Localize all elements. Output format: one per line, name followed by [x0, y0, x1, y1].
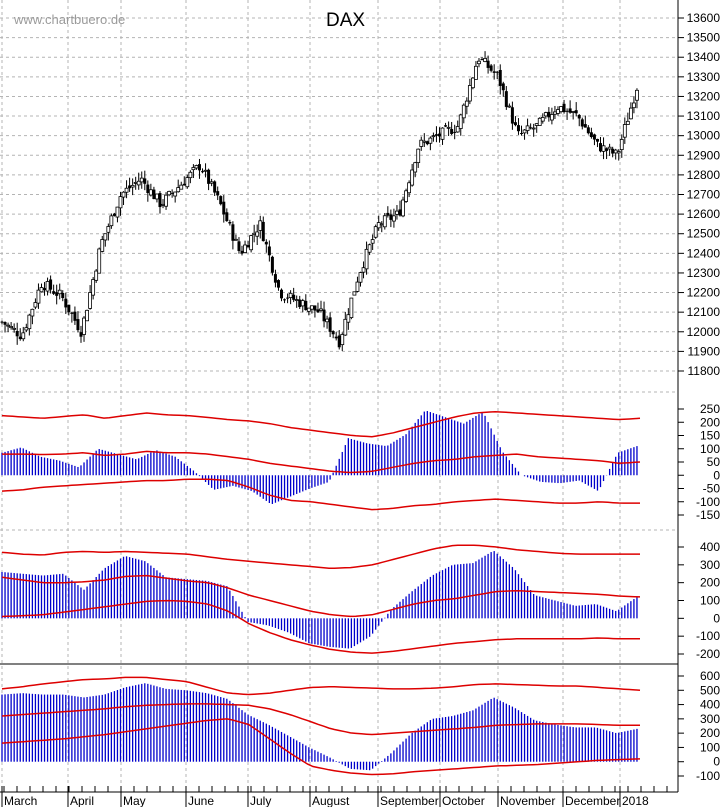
svg-text:-100: -100 [696, 629, 720, 643]
svg-text:December: December [565, 794, 620, 807]
svg-text:0: 0 [713, 468, 720, 482]
svg-text:2018: 2018 [622, 794, 649, 807]
svg-text:400: 400 [700, 698, 720, 712]
chart-title: DAX [326, 10, 365, 31]
svg-text:300: 300 [700, 558, 720, 572]
svg-text:July: July [250, 794, 271, 807]
svg-text:13400: 13400 [687, 50, 721, 64]
svg-text:11900: 11900 [688, 344, 721, 358]
svg-text:12000: 12000 [687, 325, 721, 339]
svg-text:12400: 12400 [687, 246, 721, 260]
svg-text:August: August [312, 794, 350, 807]
svg-text:-100: -100 [696, 769, 720, 783]
svg-text:600: 600 [700, 669, 720, 683]
svg-text:-200: -200 [696, 647, 720, 661]
svg-text:12300: 12300 [687, 266, 721, 280]
svg-text:12500: 12500 [687, 227, 721, 241]
svg-text:500: 500 [700, 683, 720, 697]
svg-text:200: 200 [700, 726, 720, 740]
svg-text:13200: 13200 [687, 89, 721, 103]
watermark: www.chartbuero.de [13, 12, 125, 27]
svg-text:12200: 12200 [687, 286, 721, 300]
svg-text:13300: 13300 [687, 70, 721, 84]
grid-lines [0, 0, 678, 792]
svg-text:0: 0 [713, 611, 720, 625]
svg-text:12100: 12100 [687, 305, 721, 319]
svg-text:150: 150 [700, 429, 720, 443]
svg-text:May: May [123, 794, 146, 807]
svg-text:-50: -50 [703, 482, 721, 496]
svg-text:100: 100 [700, 740, 720, 754]
svg-text:13500: 13500 [687, 31, 721, 45]
svg-text:June: June [188, 794, 214, 807]
svg-text:100: 100 [700, 442, 720, 456]
svg-text:200: 200 [700, 576, 720, 590]
svg-text:-150: -150 [696, 508, 720, 522]
svg-text:October: October [442, 794, 485, 807]
svg-text:13000: 13000 [687, 129, 721, 143]
svg-text:200: 200 [700, 415, 720, 429]
svg-text:April: April [70, 794, 94, 807]
svg-text:0: 0 [713, 755, 720, 769]
svg-text:13600: 13600 [687, 11, 721, 25]
price-panel [0, 51, 639, 352]
svg-text:March: March [4, 794, 37, 807]
svg-text:50: 50 [707, 455, 721, 469]
svg-text:250: 250 [700, 402, 720, 416]
svg-text:12900: 12900 [687, 148, 721, 162]
svg-text:400: 400 [700, 540, 720, 554]
svg-text:12600: 12600 [687, 207, 721, 221]
svg-text:-100: -100 [696, 495, 720, 509]
svg-text:September: September [380, 794, 439, 807]
svg-text:11800: 11800 [688, 364, 721, 378]
svg-text:12700: 12700 [687, 188, 721, 202]
svg-text:13100: 13100 [687, 109, 721, 123]
indicator-3-panel [1, 676, 641, 776]
svg-text:12800: 12800 [687, 168, 721, 182]
svg-text:100: 100 [700, 594, 720, 608]
svg-text:300: 300 [700, 712, 720, 726]
svg-text:November: November [500, 794, 555, 807]
indicator-1-panel [1, 410, 641, 511]
indicator-2-panel [1, 544, 641, 654]
